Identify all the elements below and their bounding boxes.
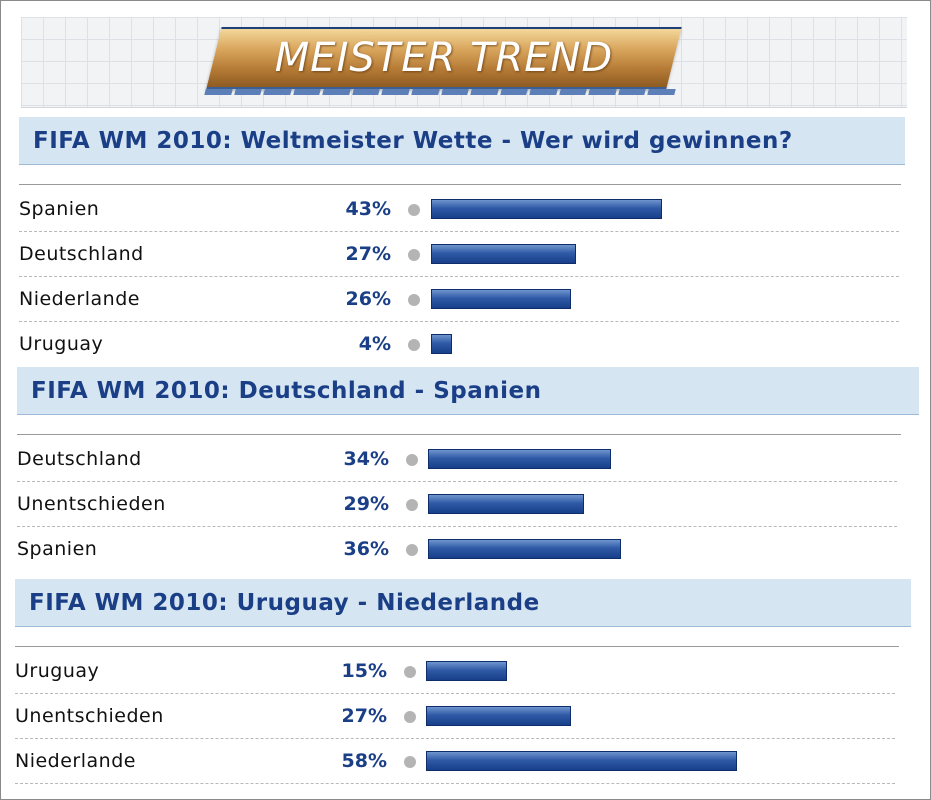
- option-percent: 15%: [341, 660, 387, 682]
- option-percent: 26%: [345, 288, 391, 310]
- poll-option-row: Niederlande 26%: [19, 277, 899, 322]
- meister-trend-logo: MEISTER TREND: [206, 27, 682, 89]
- option-label: Unentschieden: [17, 493, 166, 515]
- poll-option-row: Deutschland 34%: [17, 437, 897, 482]
- poll-option-row: Unentschieden 29%: [17, 482, 897, 527]
- option-label: Niederlande: [19, 288, 140, 310]
- option-percent: 58%: [341, 750, 387, 772]
- option-label: Niederlande: [15, 750, 136, 772]
- option-bar: [431, 199, 662, 219]
- option-bar: [426, 706, 571, 726]
- option-percent: 43%: [345, 198, 391, 220]
- bullet-dot-icon: [408, 294, 420, 306]
- option-percent: 4%: [358, 333, 391, 355]
- poll-option-row: Spanien 43%: [19, 187, 899, 232]
- option-percent: 36%: [343, 538, 389, 560]
- option-label: Deutschland: [19, 243, 144, 265]
- poll-option-row: Deutschland 27%: [19, 232, 899, 277]
- poll-option-row: Niederlande 58%: [15, 739, 895, 784]
- section-divider: [15, 646, 899, 647]
- poll-option-row: Unentschieden 27%: [15, 694, 895, 739]
- option-bar: [428, 494, 584, 514]
- section-divider: [17, 434, 901, 435]
- poll-title: FIFA WM 2010: Weltmeister Wette - Wer wi…: [19, 117, 905, 165]
- option-bar: [431, 289, 571, 309]
- option-label: Spanien: [19, 198, 100, 220]
- option-label: Deutschland: [17, 448, 142, 470]
- option-bar: [428, 449, 611, 469]
- option-percent: 27%: [341, 705, 387, 727]
- bullet-dot-icon: [406, 499, 418, 511]
- poll-option-row: Spanien 36%: [17, 527, 897, 572]
- option-bar: [431, 244, 576, 264]
- option-bar: [426, 751, 737, 771]
- option-percent: 29%: [343, 493, 389, 515]
- section-divider: [19, 184, 901, 185]
- bullet-dot-icon: [404, 711, 416, 723]
- logo-stripes: [204, 89, 676, 95]
- logo-text: MEISTER TREND: [274, 35, 614, 81]
- poll-option-row: Uruguay 4%: [19, 322, 899, 367]
- option-percent: 34%: [343, 448, 389, 470]
- bullet-dot-icon: [408, 339, 420, 351]
- option-label: Spanien: [17, 538, 98, 560]
- option-bar: [431, 334, 452, 354]
- bullet-dot-icon: [404, 666, 416, 678]
- option-bar: [426, 661, 507, 681]
- option-label: Unentschieden: [15, 705, 164, 727]
- bullet-dot-icon: [406, 544, 418, 556]
- bullet-dot-icon: [406, 454, 418, 466]
- meister-trend-banner: MEISTER TREND: [21, 17, 907, 108]
- option-bar: [428, 539, 621, 559]
- bullet-dot-icon: [408, 204, 420, 216]
- option-percent: 27%: [345, 243, 391, 265]
- option-label: Uruguay: [15, 660, 100, 682]
- poll-option-row: Uruguay 15%: [15, 649, 895, 694]
- bullet-dot-icon: [404, 756, 416, 768]
- poll-title: FIFA WM 2010: Uruguay - Niederlande: [15, 579, 911, 627]
- poll-title: FIFA WM 2010: Deutschland - Spanien: [17, 367, 919, 415]
- option-label: Uruguay: [19, 333, 104, 355]
- bullet-dot-icon: [408, 249, 420, 261]
